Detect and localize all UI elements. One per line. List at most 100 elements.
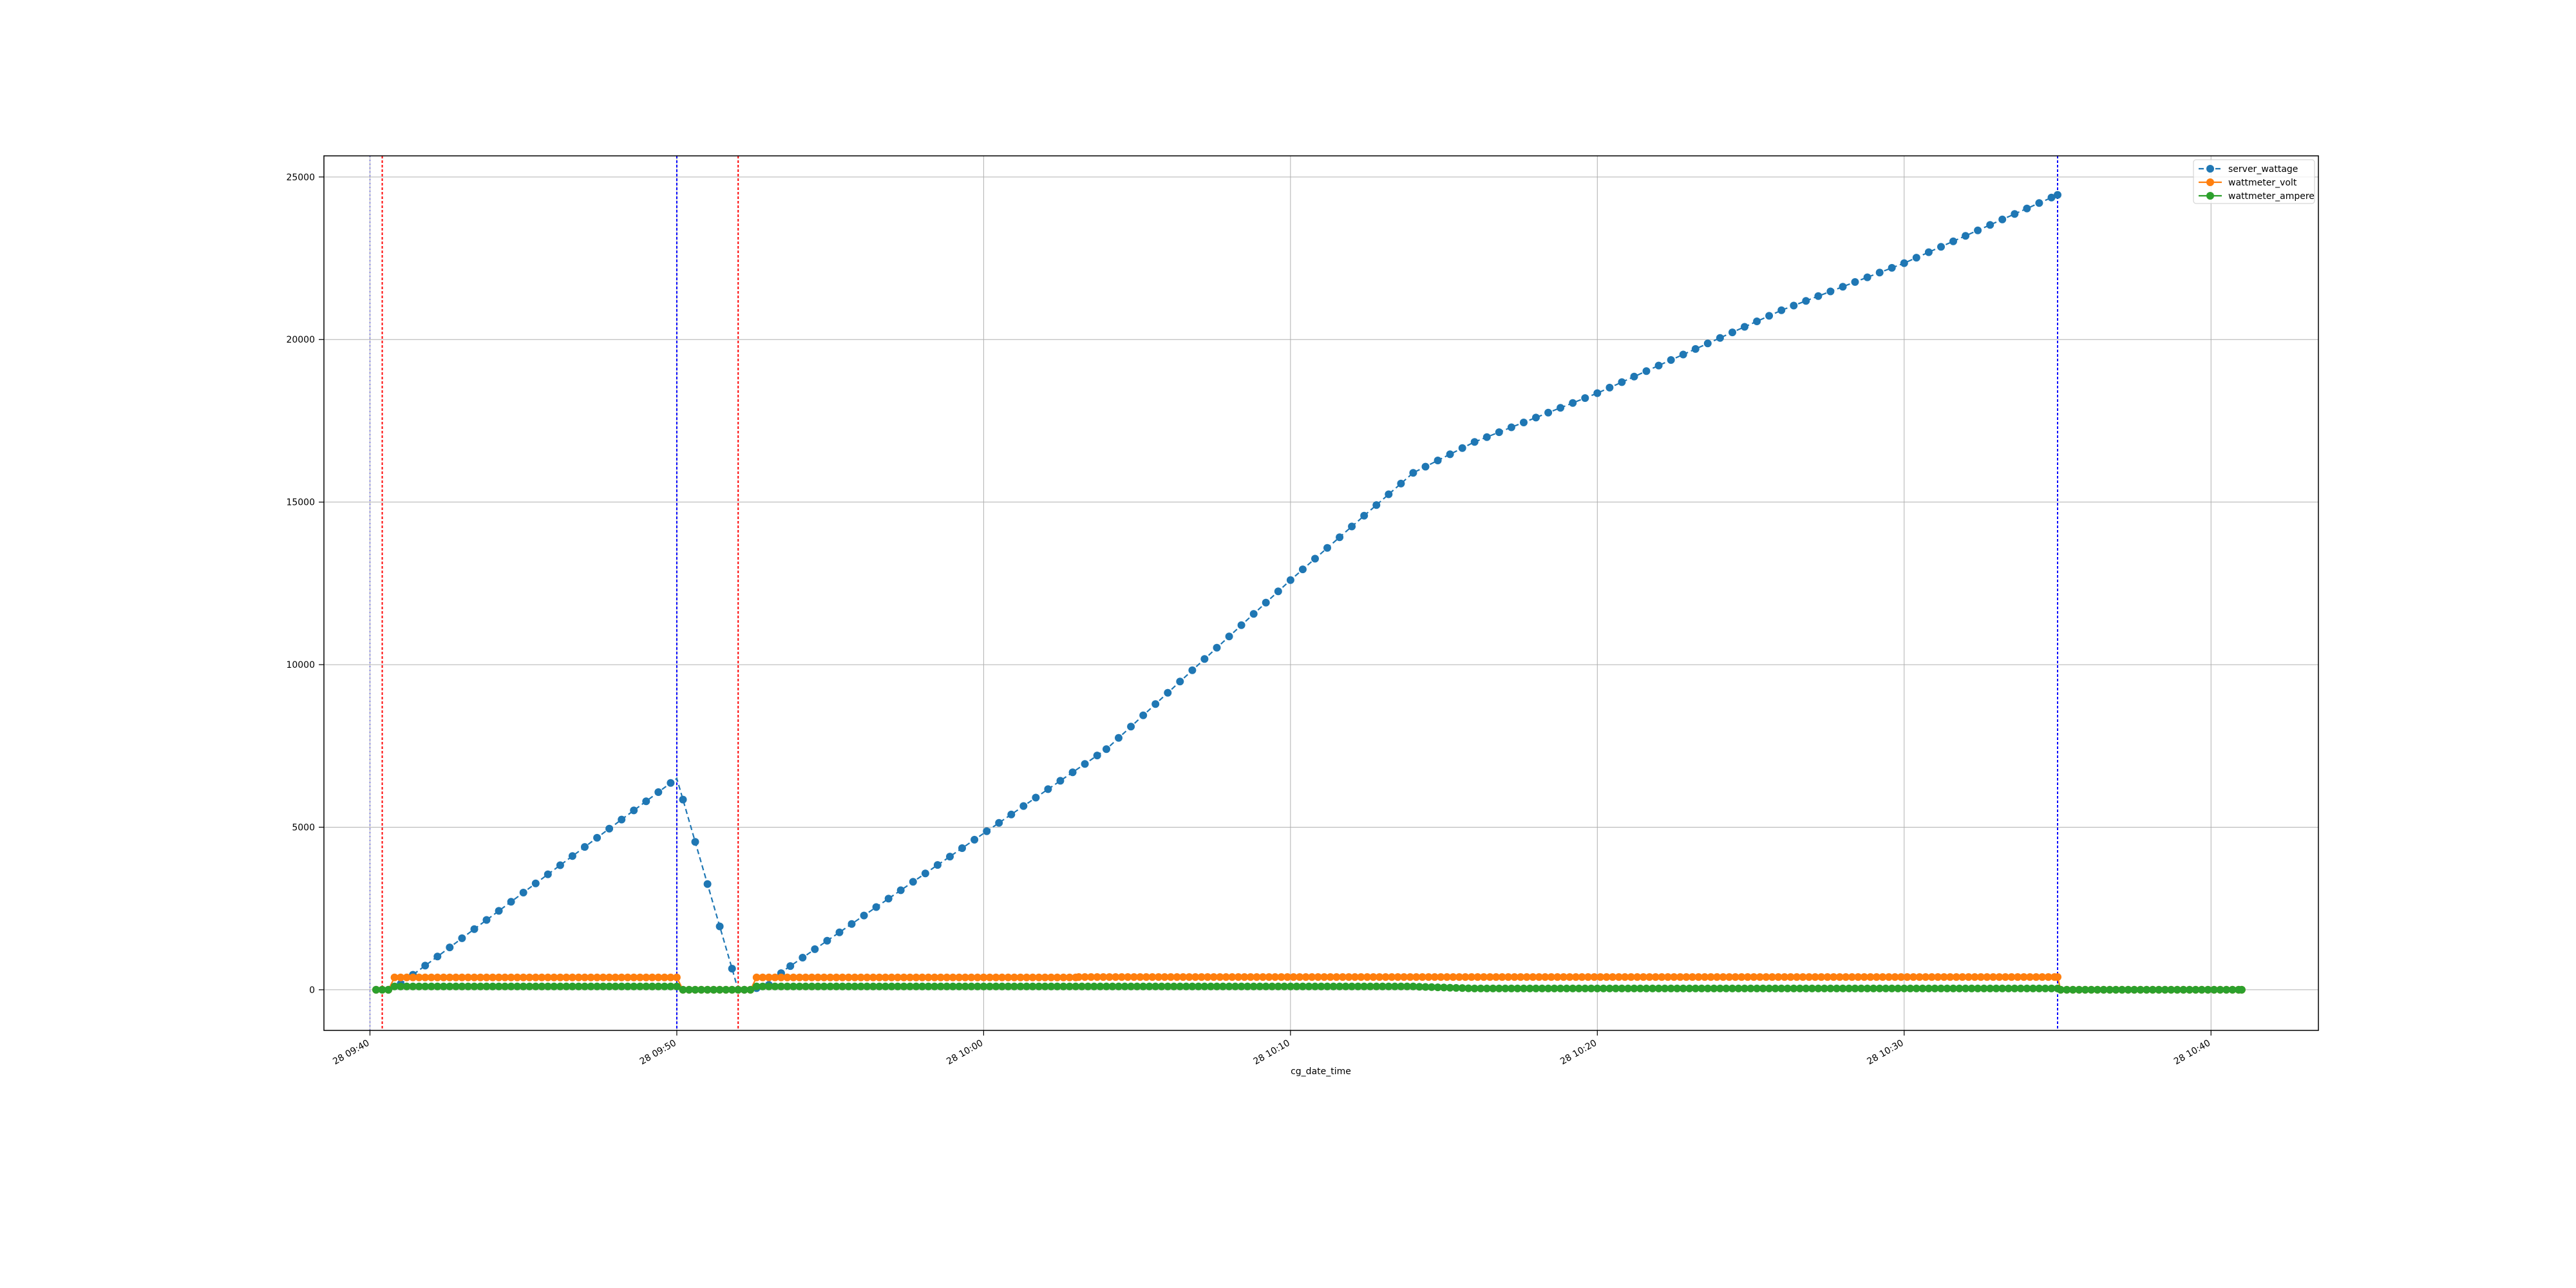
data-point bbox=[1839, 283, 1847, 291]
data-point bbox=[1308, 973, 1316, 981]
data-point bbox=[1023, 982, 1031, 990]
data-point bbox=[2004, 984, 2012, 992]
data-point bbox=[1642, 367, 1651, 375]
data-point bbox=[1802, 297, 1810, 305]
data-point bbox=[1676, 973, 1684, 981]
data-point bbox=[1860, 973, 1868, 981]
data-point bbox=[464, 973, 472, 981]
data-point bbox=[1127, 982, 1135, 990]
data-point bbox=[2136, 985, 2145, 994]
data-point bbox=[587, 973, 595, 981]
legend-label: server_wattage bbox=[2228, 164, 2298, 175]
data-point bbox=[1949, 237, 1957, 245]
data-point bbox=[1952, 973, 1960, 981]
data-point bbox=[1249, 610, 1258, 618]
data-point bbox=[1691, 984, 1700, 992]
data-point bbox=[672, 973, 681, 981]
data-point bbox=[1912, 984, 1920, 992]
data-point bbox=[2056, 985, 2065, 994]
data-point bbox=[1738, 973, 1746, 981]
data-point bbox=[1191, 973, 1200, 981]
data-point bbox=[832, 973, 840, 981]
data-point bbox=[1421, 462, 1430, 471]
data-point bbox=[1922, 973, 1930, 981]
data-point bbox=[1372, 501, 1381, 509]
data-point bbox=[1572, 973, 1580, 981]
data-point bbox=[1023, 973, 1031, 981]
data-point bbox=[1065, 973, 1074, 981]
data-point bbox=[464, 982, 472, 990]
data-point bbox=[1298, 565, 1307, 574]
data-point bbox=[931, 973, 939, 981]
data-point bbox=[832, 982, 840, 990]
data-point bbox=[1747, 984, 1755, 992]
data-point bbox=[1087, 973, 1095, 981]
data-point bbox=[1593, 389, 1602, 397]
data-point bbox=[1870, 984, 1878, 992]
data-point bbox=[2179, 985, 2188, 994]
data-point bbox=[980, 982, 988, 990]
data-point bbox=[397, 982, 405, 990]
data-point bbox=[1605, 984, 1614, 992]
data-point bbox=[1437, 973, 1445, 981]
data-point bbox=[2029, 984, 2037, 992]
data-point bbox=[1421, 983, 1430, 991]
x-axis-label: cg_date_time bbox=[1291, 1066, 1351, 1077]
data-point bbox=[2099, 985, 2108, 994]
data-point bbox=[482, 982, 491, 990]
data-point bbox=[446, 943, 454, 952]
data-point bbox=[593, 982, 601, 990]
data-point bbox=[1108, 982, 1117, 990]
data-point bbox=[1298, 982, 1307, 990]
data-point bbox=[2185, 985, 2193, 994]
data-point bbox=[1578, 973, 1586, 981]
data-point bbox=[679, 985, 687, 994]
data-point bbox=[790, 982, 797, 990]
data-point bbox=[1753, 317, 1761, 325]
data-point bbox=[1992, 984, 2000, 992]
legend-box bbox=[2193, 159, 2315, 204]
data-point bbox=[1372, 982, 1381, 990]
data-point bbox=[451, 982, 460, 990]
data-point bbox=[427, 982, 435, 990]
data-point bbox=[1274, 982, 1282, 990]
data-point bbox=[985, 982, 994, 990]
data-point bbox=[642, 973, 650, 981]
data-point bbox=[783, 973, 791, 981]
data-point bbox=[955, 973, 963, 981]
data-point bbox=[1283, 973, 1292, 981]
y-tick-label: 15000 bbox=[286, 498, 315, 508]
data-point bbox=[1575, 984, 1583, 992]
data-point bbox=[667, 779, 675, 787]
data-point bbox=[1200, 655, 1209, 663]
data-point bbox=[574, 982, 583, 990]
data-point bbox=[1105, 973, 1113, 981]
data-point bbox=[857, 973, 865, 981]
data-point bbox=[1924, 248, 1933, 256]
data-point bbox=[1354, 982, 1362, 990]
data-point bbox=[433, 973, 442, 981]
series-layer bbox=[372, 191, 2246, 994]
data-point bbox=[808, 982, 816, 990]
data-point bbox=[507, 982, 515, 990]
data-point bbox=[1348, 522, 1356, 531]
data-point bbox=[2143, 985, 2151, 994]
data-point bbox=[1228, 973, 1236, 981]
data-point bbox=[1897, 973, 1905, 981]
data-point bbox=[1468, 973, 1475, 981]
data-point bbox=[495, 982, 503, 990]
data-point bbox=[896, 886, 905, 895]
data-point bbox=[1986, 221, 1994, 229]
data-point bbox=[1802, 984, 1810, 992]
data-point bbox=[2035, 984, 2043, 992]
data-point bbox=[1007, 810, 1016, 819]
data-point bbox=[1145, 982, 1153, 990]
data-point bbox=[715, 922, 724, 931]
data-point bbox=[848, 920, 856, 928]
data-point bbox=[550, 973, 558, 981]
data-point bbox=[1980, 984, 1988, 992]
data-point bbox=[654, 788, 663, 796]
data-point bbox=[1826, 287, 1835, 296]
data-point bbox=[703, 985, 712, 994]
data-point bbox=[1068, 768, 1077, 777]
